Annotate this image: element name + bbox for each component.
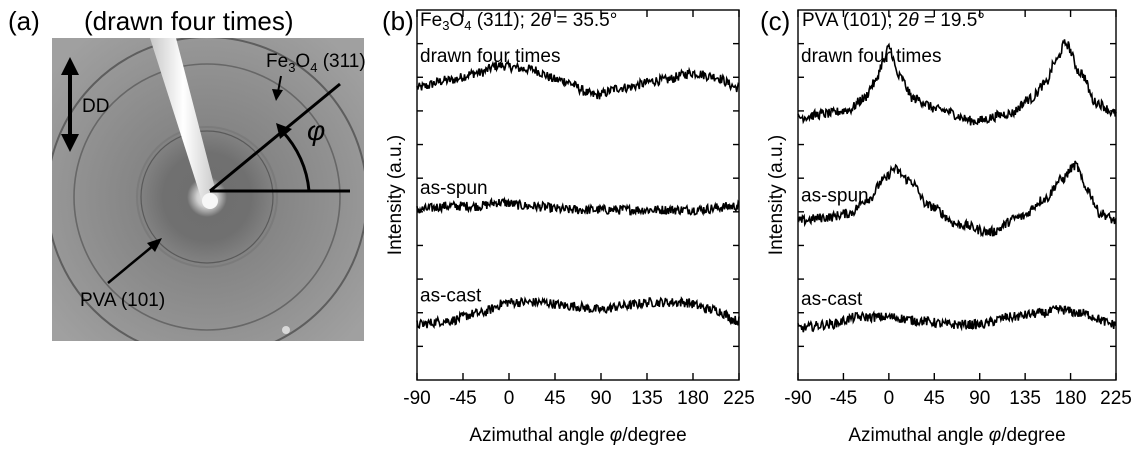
x-tick-label-b: -45 (449, 388, 476, 409)
panel-c-title: PVA (101); 2θ = 19.5° (802, 10, 985, 31)
plot-frame-b (416, 9, 740, 381)
x-tick-label-c: 45 (924, 388, 945, 409)
x-tick-label-c: 90 (969, 388, 990, 409)
x-tick-label-b: 90 (590, 388, 611, 409)
x-tick-label-b: -90 (403, 388, 430, 409)
series-label-b: as-cast (420, 285, 482, 306)
panel-a-title: (drawn four times) (84, 6, 294, 36)
phi-angle-lines (209, 82, 350, 193)
plot-frame-c (797, 9, 1117, 381)
x-tick-label-c: 180 (1055, 388, 1087, 409)
panel-b-title: Fe3O4 (311); 2θ = 35.5° (420, 10, 617, 33)
x-tick-label-b: 135 (631, 388, 663, 409)
pva-label: PVA (101) (80, 290, 165, 311)
x-tick-label-c: 225 (1100, 388, 1132, 409)
series-line-c-as-spun (797, 160, 1117, 238)
x-tick-label-b: 180 (677, 388, 709, 409)
fe3o4-label: Fe3O4 (311) (266, 51, 366, 75)
svg-text:Fe3O4 (311): Fe3O4 (311) (266, 51, 366, 75)
panel-a-label: (a) (8, 6, 40, 36)
series-label-c: as-cast (801, 289, 863, 310)
series-line-b-as-spun (416, 196, 740, 217)
series-label-b: drawn four times (420, 46, 560, 67)
panel-c-label: (c) (760, 6, 790, 36)
panel-c: (c) PVA (101); 2θ = 19.5° Intensity (a.u… (760, 6, 1132, 446)
panel-a: (a) (drawn four times) DD φ (8, 6, 366, 341)
x-tick-label-c: 0 (884, 388, 895, 409)
x-tick-label-c: 135 (1009, 388, 1041, 409)
series-line-c-drawn-four-times (797, 39, 1117, 126)
series-line-b-drawn-four-times (416, 58, 740, 100)
series-line-b-as-cast (416, 296, 740, 330)
phi-label: φ (307, 115, 325, 146)
panel-b-label: (b) (382, 6, 414, 36)
x-tick-label-c: -90 (784, 388, 811, 409)
dd-label: DD (82, 96, 109, 117)
x-tick-label-c: -45 (830, 388, 857, 409)
dd-arrow (61, 57, 79, 152)
x-tick-label-b: 45 (544, 388, 565, 409)
series-label-c: as-spun (801, 186, 869, 207)
x-axis-label-b: Azimuthal angle φ/degree (469, 425, 686, 446)
series-line-c-as-cast (797, 304, 1117, 333)
fe3o4-ring (73, 63, 341, 331)
panel-b: (b) Fe3O4 (311); 2θ = 35.5° Intensity (a… (382, 6, 755, 446)
x-tick-label-b: 0 (504, 388, 515, 409)
series-label-c: drawn four times (801, 46, 941, 67)
beam-stop-shadow (150, 38, 217, 204)
y-axis-label-b: Intensity (a.u.) (385, 135, 406, 255)
series-label-b: as-spun (420, 178, 488, 199)
x-axis-label-c: Azimuthal angle φ/degree (848, 425, 1065, 446)
y-axis-label-c: Intensity (a.u.) (766, 135, 787, 255)
x-tick-label-b: 225 (723, 388, 755, 409)
pva-arrow (107, 238, 162, 284)
fe3o4-arrow (272, 75, 283, 101)
